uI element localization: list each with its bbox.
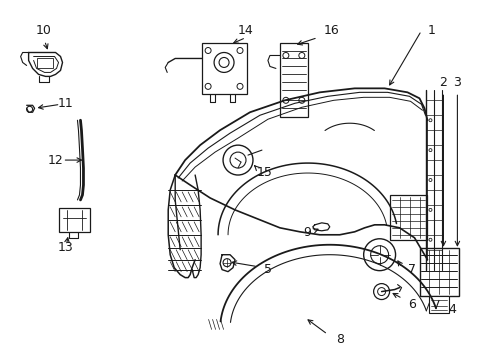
Bar: [279, 42, 307, 117]
Text: 13: 13: [58, 241, 73, 254]
Bar: [419, 248, 458, 296]
Text: 4: 4: [447, 303, 455, 316]
Text: 7: 7: [407, 263, 415, 276]
Bar: [389, 195, 427, 240]
Text: 15: 15: [257, 166, 272, 179]
Text: 11: 11: [58, 97, 73, 110]
Text: 8: 8: [335, 333, 343, 346]
Text: 3: 3: [452, 76, 460, 89]
Bar: [59, 208, 90, 232]
Text: 5: 5: [264, 263, 271, 276]
Text: 2: 2: [439, 76, 447, 89]
Bar: [37, 58, 52, 68]
Text: 9: 9: [302, 226, 310, 239]
Text: 6: 6: [408, 298, 416, 311]
Text: 14: 14: [238, 24, 253, 37]
Text: 16: 16: [323, 24, 339, 37]
Bar: [428, 296, 448, 314]
Text: 12: 12: [47, 154, 63, 167]
Text: 1: 1: [427, 24, 434, 37]
Text: 10: 10: [36, 24, 51, 37]
Bar: [202, 42, 246, 94]
